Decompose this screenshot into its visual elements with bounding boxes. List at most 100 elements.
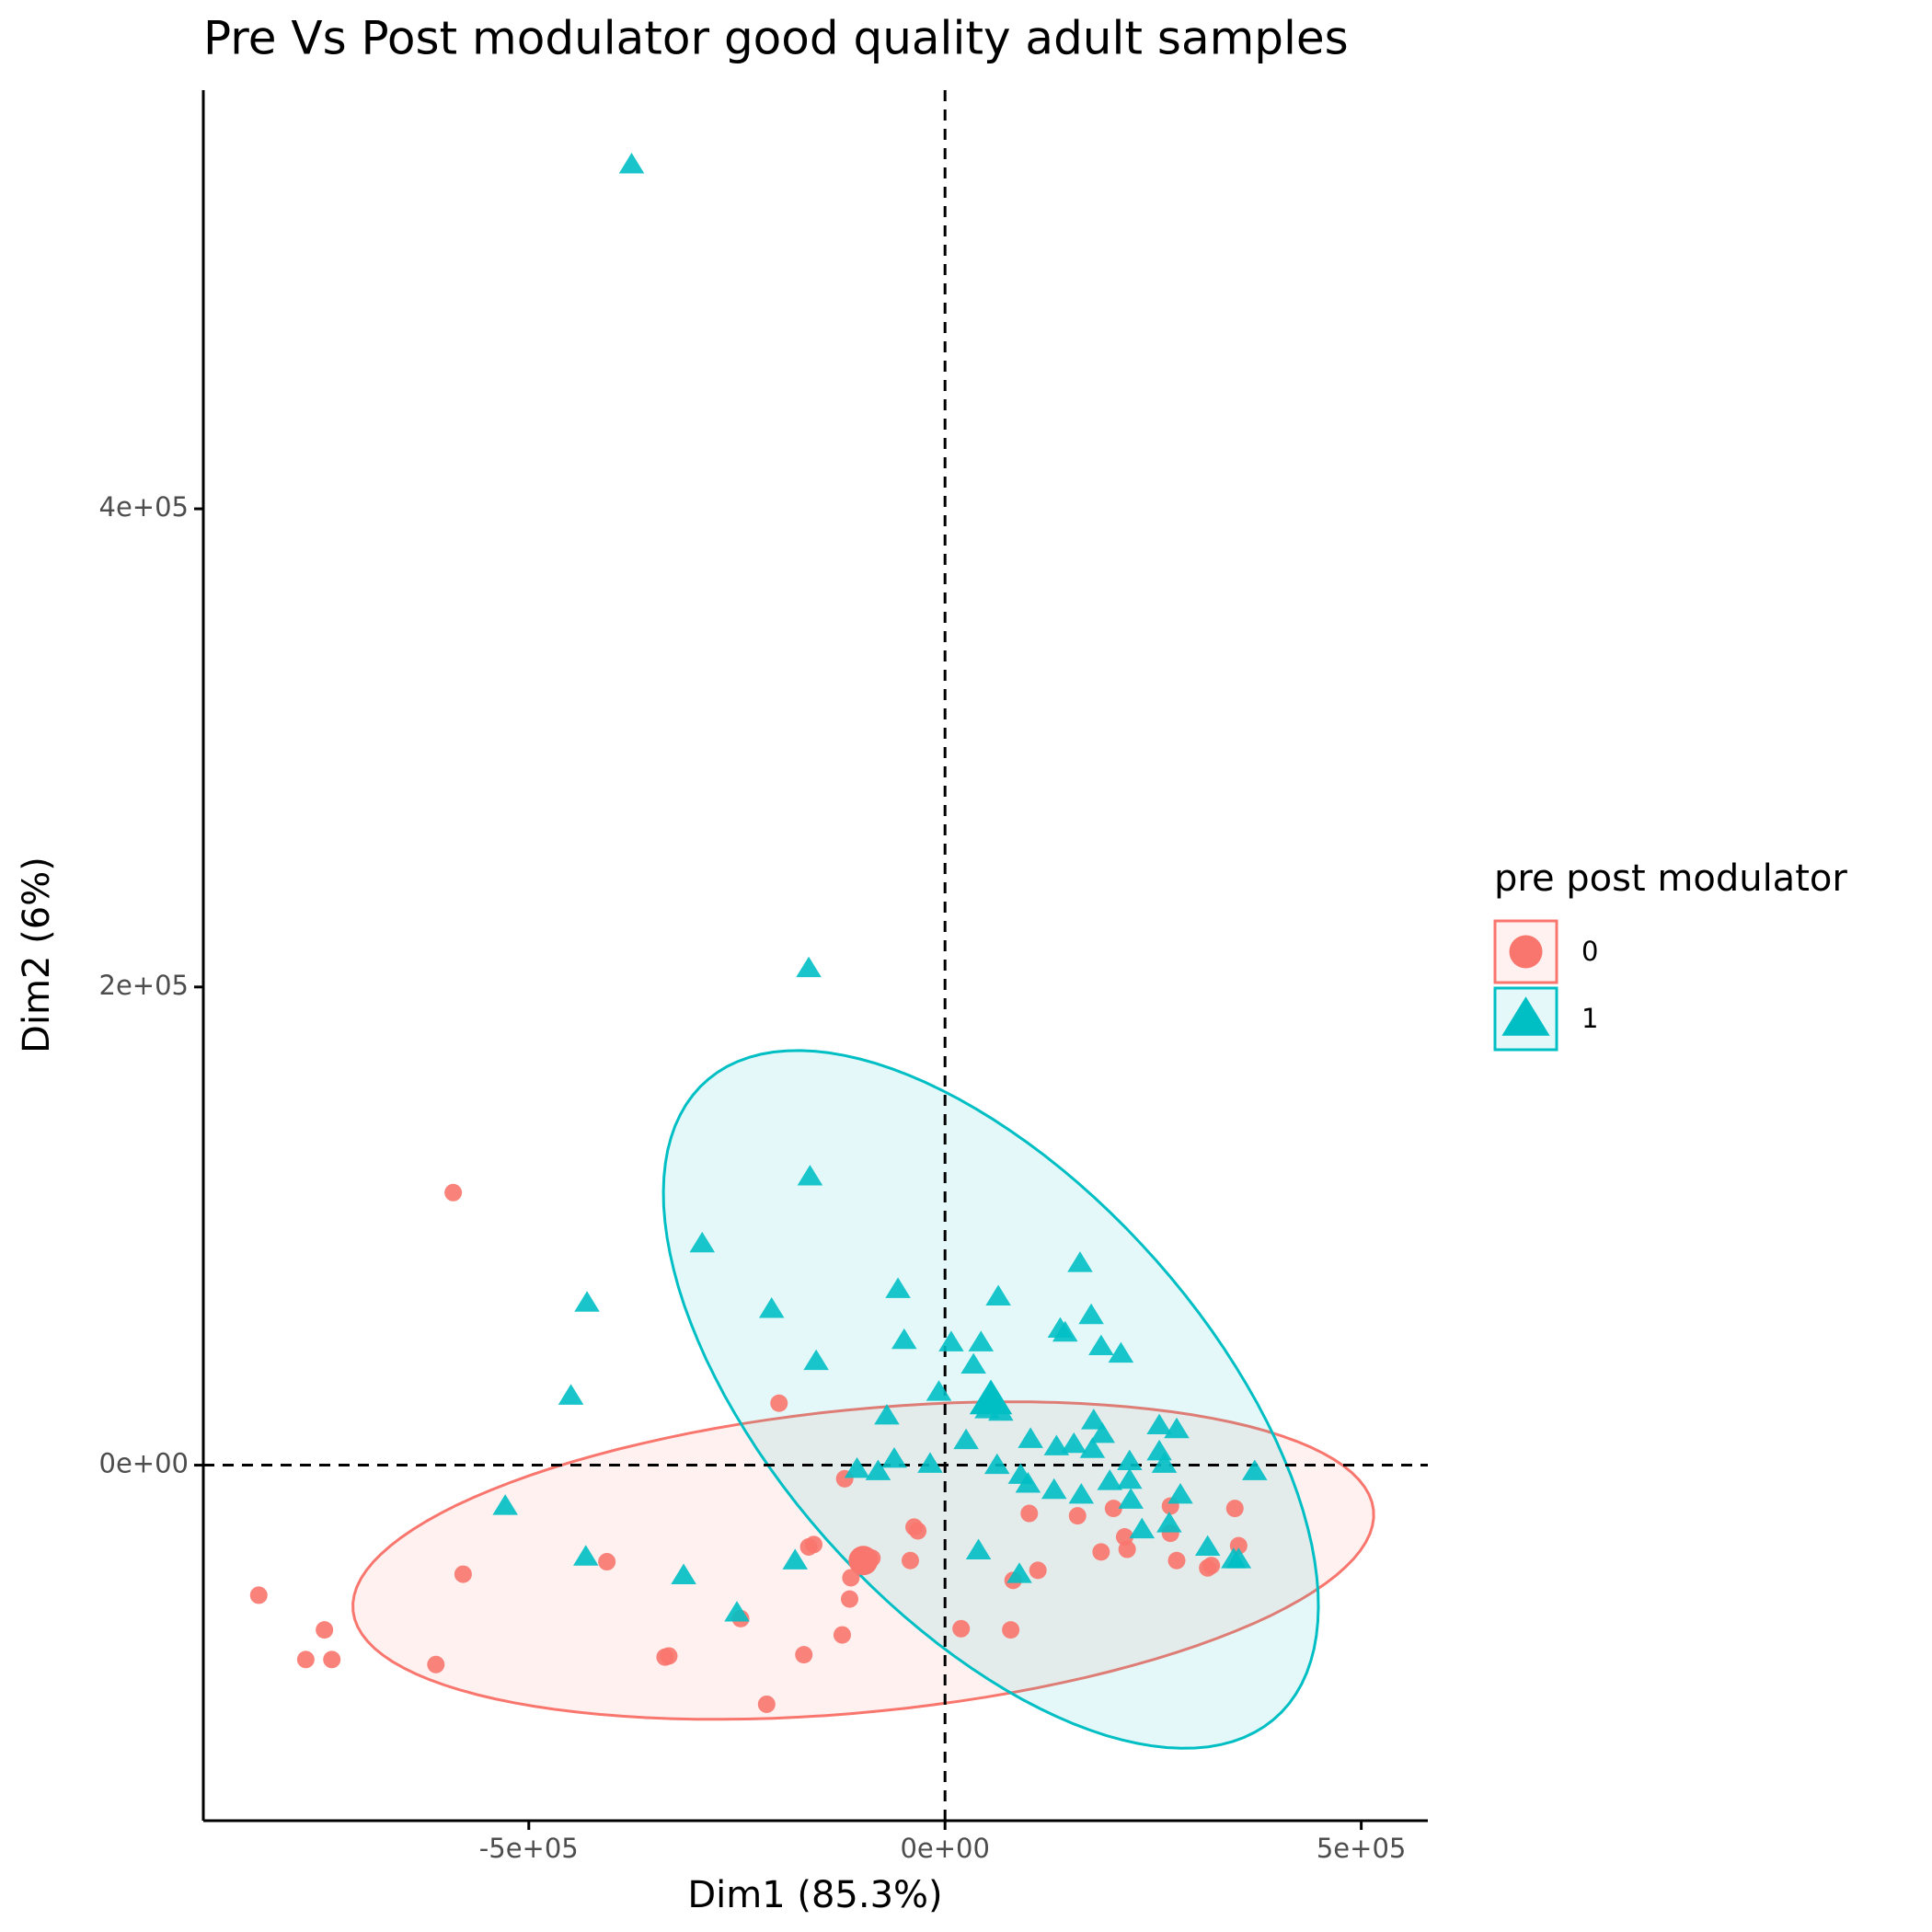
- data-point: [805, 1535, 823, 1554]
- data-point: [1202, 1557, 1221, 1575]
- data-point: [574, 1291, 600, 1312]
- data-point: [1194, 1535, 1221, 1557]
- data-point: [985, 1284, 1011, 1305]
- x-axis-label: Dim1 (85.3%): [687, 1874, 942, 1916]
- data-point: [1029, 1561, 1047, 1580]
- data-point: [1242, 1459, 1268, 1480]
- data-point: [1068, 1507, 1087, 1525]
- data-point: [1146, 1413, 1172, 1435]
- data-point: [671, 1563, 696, 1584]
- data-point: [1156, 1512, 1182, 1533]
- data-point: [492, 1494, 518, 1515]
- legend-label: 0: [1581, 936, 1598, 967]
- data-point: [316, 1621, 334, 1639]
- data-point: [796, 956, 822, 978]
- data-point: [909, 1522, 927, 1540]
- data-point: [1108, 1341, 1134, 1363]
- data-point: [444, 1183, 463, 1202]
- data-point: [1043, 1434, 1070, 1455]
- data-point: [1225, 1547, 1252, 1569]
- data-point: [782, 1548, 809, 1570]
- data-point: [1006, 1562, 1032, 1583]
- data-point: [901, 1551, 919, 1570]
- x-tick-label: 0e+00: [900, 1833, 990, 1864]
- data-point: [833, 1626, 851, 1644]
- data-point: [1015, 1472, 1041, 1493]
- data-point: [841, 1590, 859, 1608]
- data-point: [1020, 1504, 1039, 1523]
- data-point: [797, 1165, 823, 1186]
- data-point: [803, 1349, 829, 1371]
- y-tick-label: 2e+05: [99, 970, 190, 1001]
- data-point: [874, 1403, 900, 1425]
- data-point: [1079, 1437, 1106, 1458]
- data-point: [1167, 1482, 1193, 1504]
- data-point: [952, 1619, 971, 1638]
- data-point: [1225, 1500, 1244, 1518]
- data-point: [323, 1650, 341, 1669]
- data-point: [795, 1646, 813, 1664]
- data-point: [757, 1695, 776, 1713]
- data-point: [1088, 1334, 1114, 1356]
- data-point: [1118, 1540, 1136, 1558]
- data-point: [1018, 1427, 1043, 1448]
- data-point: [427, 1655, 445, 1673]
- data-point: [758, 1297, 785, 1318]
- data-point: [844, 1456, 870, 1478]
- data-point: [1068, 1482, 1095, 1504]
- data-point: [1104, 1500, 1122, 1518]
- data-point: [598, 1553, 616, 1571]
- x-tick-label: -5e+05: [479, 1833, 579, 1864]
- group-centroid: [969, 1379, 1013, 1415]
- x-tick-label: 5e+05: [1317, 1833, 1407, 1864]
- data-point: [1052, 1320, 1078, 1342]
- legend-label: 1: [1581, 1003, 1598, 1034]
- data-point: [1118, 1488, 1144, 1509]
- data-point: [968, 1330, 995, 1351]
- data-point: [965, 1538, 992, 1559]
- legend-symbol: [1501, 996, 1550, 1036]
- data-point: [1092, 1543, 1110, 1561]
- data-point: [917, 1452, 943, 1473]
- data-point: [572, 1545, 599, 1566]
- data-point: [1129, 1517, 1156, 1539]
- data-point: [960, 1352, 986, 1374]
- data-point: [689, 1231, 716, 1253]
- data-point: [1167, 1551, 1186, 1570]
- data-point: [881, 1446, 907, 1468]
- data-point: [558, 1384, 584, 1405]
- data-point: [865, 1459, 891, 1480]
- data-point: [249, 1586, 268, 1604]
- data-point: [1067, 1251, 1093, 1272]
- data-point: [885, 1277, 911, 1298]
- chart-title: Pre Vs Post modulator good quality adult…: [203, 12, 1349, 65]
- data-point: [938, 1330, 964, 1351]
- group-centroid: [848, 1546, 879, 1576]
- data-point: [1081, 1409, 1107, 1430]
- data-point: [1041, 1478, 1067, 1500]
- y-tick-label: 4e+05: [99, 491, 190, 523]
- legend-symbol: [1509, 935, 1543, 969]
- data-point: [983, 1453, 1010, 1475]
- data-point: [660, 1647, 678, 1665]
- data-point: [953, 1428, 979, 1450]
- data-point: [454, 1565, 472, 1583]
- data-point: [1078, 1303, 1104, 1325]
- data-point: [842, 1569, 860, 1587]
- data-point: [1061, 1432, 1087, 1454]
- data-point: [724, 1601, 750, 1622]
- data-point: [891, 1328, 917, 1350]
- y-tick-label: 0e+00: [99, 1448, 190, 1479]
- data-point: [1117, 1449, 1143, 1471]
- data-point: [1097, 1469, 1123, 1490]
- y-axis-label: Dim2 (6%): [16, 857, 58, 1053]
- legend-title: pre post modulator: [1494, 857, 1847, 900]
- data-point: [296, 1650, 315, 1669]
- data-point: [1164, 1417, 1190, 1439]
- data-point: [618, 152, 645, 174]
- data-point: [1002, 1621, 1020, 1639]
- data-point: [926, 1380, 952, 1401]
- data-point: [770, 1394, 788, 1412]
